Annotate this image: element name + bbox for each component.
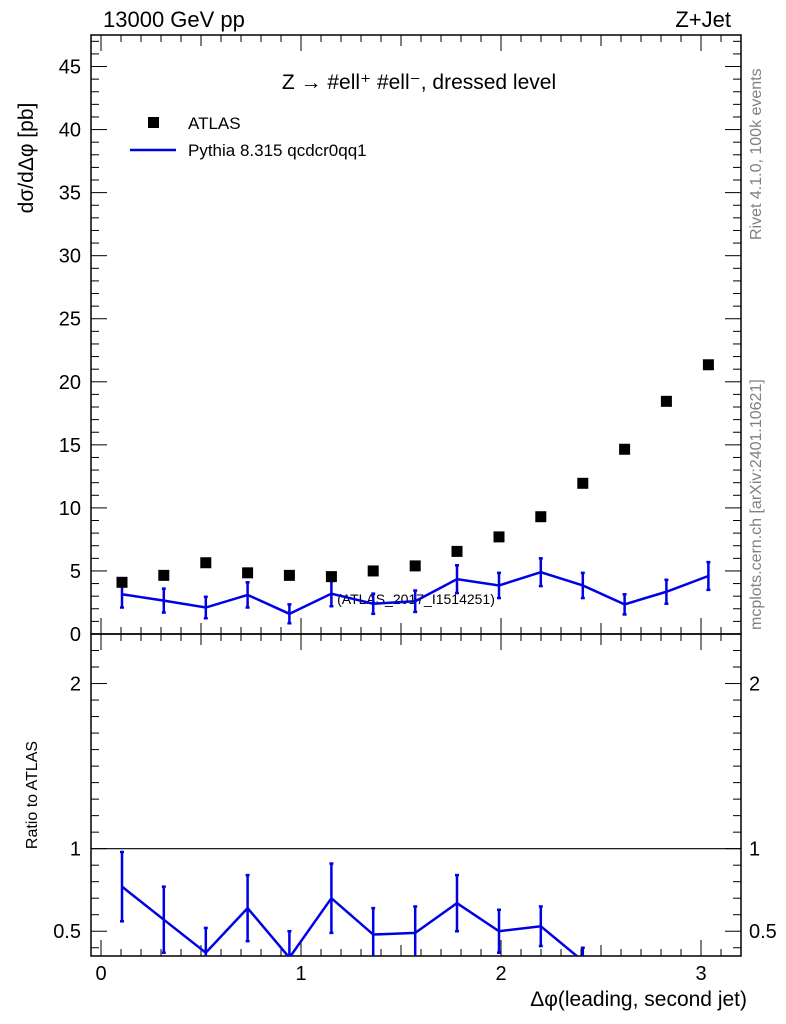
header-left-label: 13000 GeV pp (103, 7, 245, 32)
rivet-version-label: Rivet 4.1.0, 100k events (748, 68, 765, 240)
atlas-data-point (325, 571, 337, 583)
header-right-label: Z+Jet (675, 7, 731, 32)
main-y-tick-label: 45 (59, 57, 81, 79)
plot-title: Z → #ell⁺ #ell⁻, dressed level (282, 71, 556, 94)
x-tick-label: 3 (695, 963, 706, 985)
ratio-y-tick-label-right: 2 (749, 674, 760, 696)
main-y-tick-label: 25 (59, 309, 81, 331)
ratio-y-tick-label: 1 (70, 839, 81, 861)
ratio-y-tick-label-right: 1 (749, 839, 760, 861)
x-axis-label: Δφ(leading, second jet) (530, 988, 747, 1011)
x-tick-label: 0 (95, 963, 106, 985)
main-y-axis-label: dσ/dΔφ [pb] (15, 103, 38, 214)
atlas-data-point (660, 395, 672, 407)
atlas-data-point (619, 443, 631, 455)
main-y-tick-label: 30 (59, 246, 81, 268)
legend-atlas-label: ATLAS (188, 114, 241, 133)
ratio-y-axis-label: Ratio to ATLAS (24, 741, 41, 849)
atlas-data-point (158, 569, 170, 581)
main-y-tick-label: 40 (59, 120, 81, 142)
atlas-data-point (283, 569, 295, 581)
main-y-tick-label: 10 (59, 498, 81, 520)
legend-atlas-marker (148, 117, 159, 128)
atlas-data-point (116, 576, 128, 588)
atlas-data-point (409, 560, 421, 572)
ratio-y-tick-label: 0.5 (53, 921, 81, 943)
atlas-data-point (367, 565, 379, 577)
ratio-y-tick-label-right: 0.5 (749, 921, 777, 943)
main-y-tick-label: 15 (59, 435, 81, 457)
atlas-data-point (535, 511, 547, 523)
mcplots-label: mcplots.cern.ch [arXiv:2401.10621] (748, 379, 765, 630)
main-y-tick-label: 5 (70, 561, 81, 583)
x-tick-label: 2 (495, 963, 506, 985)
ratio-y-tick-label: 2 (70, 674, 81, 696)
atlas-data-point (577, 477, 589, 489)
atlas-data-point (493, 531, 505, 543)
main-y-tick-label: 35 (59, 183, 81, 205)
main-y-tick-label: 0 (70, 624, 81, 646)
atlas-data-point (242, 567, 254, 579)
legend-pythia-label: Pythia 8.315 qcdcr0qq1 (188, 141, 367, 160)
atlas-data-point (451, 545, 463, 557)
atlas-data-point (702, 359, 714, 371)
main-y-tick-label: 20 (59, 372, 81, 394)
x-tick-label: 1 (295, 963, 306, 985)
atlas-data-point (200, 557, 212, 569)
